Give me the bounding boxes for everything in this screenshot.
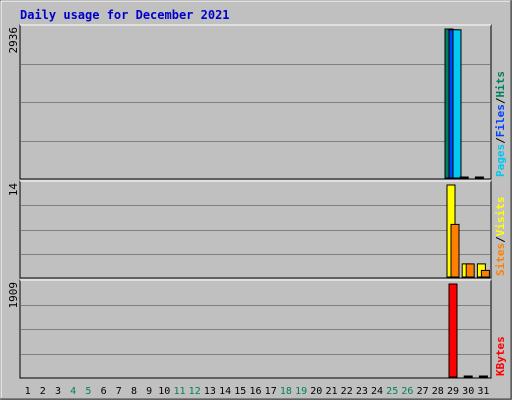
x-tick-label-10: 10 bbox=[158, 386, 170, 397]
legend-item: / bbox=[494, 137, 507, 144]
bar-kbytes-day-30 bbox=[463, 375, 473, 378]
x-tick-label-21: 21 bbox=[325, 386, 337, 397]
bar-sites-day-31 bbox=[480, 269, 490, 278]
y-max-label: 14 bbox=[7, 183, 20, 197]
x-tick-label-18: 18 bbox=[280, 386, 292, 397]
y-max-label: 1909 bbox=[7, 282, 20, 309]
x-tick-label-30: 30 bbox=[462, 386, 474, 397]
legend-item: Hits bbox=[494, 71, 507, 98]
bar-hits-day-30 bbox=[459, 176, 469, 179]
x-tick-label-2: 2 bbox=[40, 386, 46, 397]
x-tick-label-13: 13 bbox=[204, 386, 216, 397]
x-tick-label-1: 1 bbox=[25, 386, 31, 397]
bar-kbytes-day-31 bbox=[478, 375, 488, 378]
x-tick-label-27: 27 bbox=[417, 386, 429, 397]
x-tick-label-8: 8 bbox=[131, 386, 137, 397]
legend-item: Pages bbox=[494, 144, 507, 177]
x-tick-label-7: 7 bbox=[116, 386, 122, 397]
x-tick-label-6: 6 bbox=[101, 386, 107, 397]
panel-kbytes: 1909 KBytes bbox=[7, 279, 507, 379]
x-tick-label-17: 17 bbox=[265, 386, 277, 397]
x-tick-label-20: 20 bbox=[310, 386, 322, 397]
x-tick-label-3: 3 bbox=[55, 386, 61, 397]
x-tick-label-31: 31 bbox=[477, 386, 489, 397]
x-tick-label-24: 24 bbox=[371, 386, 383, 397]
bar-sites-day-30 bbox=[465, 263, 475, 278]
y-max-label: 2936 bbox=[7, 27, 20, 54]
legend-item: Visits bbox=[494, 197, 507, 237]
chart-title: Daily usage for December 2021 bbox=[20, 8, 230, 22]
x-tick-label-11: 11 bbox=[173, 386, 185, 397]
legend-item: / bbox=[494, 236, 507, 243]
x-tick-label-22: 22 bbox=[341, 386, 353, 397]
panel-legend: Pages/Files/Hits bbox=[494, 71, 507, 177]
x-tick-label-14: 14 bbox=[219, 386, 231, 397]
plot-area bbox=[19, 180, 492, 279]
x-tick-label-9: 9 bbox=[146, 386, 152, 397]
x-tick-label-5: 5 bbox=[85, 386, 91, 397]
legend-item: KBytes bbox=[494, 336, 507, 376]
x-tick-label-28: 28 bbox=[432, 386, 444, 397]
bar-sites-day-29 bbox=[450, 223, 460, 278]
legend-item: / bbox=[494, 97, 507, 104]
x-tick-label-23: 23 bbox=[356, 386, 368, 397]
x-tick-label-16: 16 bbox=[249, 386, 261, 397]
legend-item: Sites bbox=[494, 243, 507, 276]
x-tick-label-12: 12 bbox=[189, 386, 201, 397]
panel-visits-sites: 14 Sites/Visits bbox=[7, 180, 507, 279]
bar-pages-day-29 bbox=[452, 29, 462, 179]
x-tick-label-19: 19 bbox=[295, 386, 307, 397]
x-tick-label-26: 26 bbox=[401, 386, 413, 397]
legend-item: Files bbox=[494, 104, 507, 137]
x-tick-label-4: 4 bbox=[70, 386, 76, 397]
x-tick-label-29: 29 bbox=[447, 386, 459, 397]
panel-legend: KBytes bbox=[494, 336, 507, 376]
panel-legend: Sites/Visits bbox=[494, 197, 507, 277]
bar-kbytes-day-29 bbox=[448, 283, 458, 378]
x-tick-label-25: 25 bbox=[386, 386, 398, 397]
bar-hits-day-31 bbox=[474, 176, 484, 179]
x-tick-label-15: 15 bbox=[234, 386, 246, 397]
